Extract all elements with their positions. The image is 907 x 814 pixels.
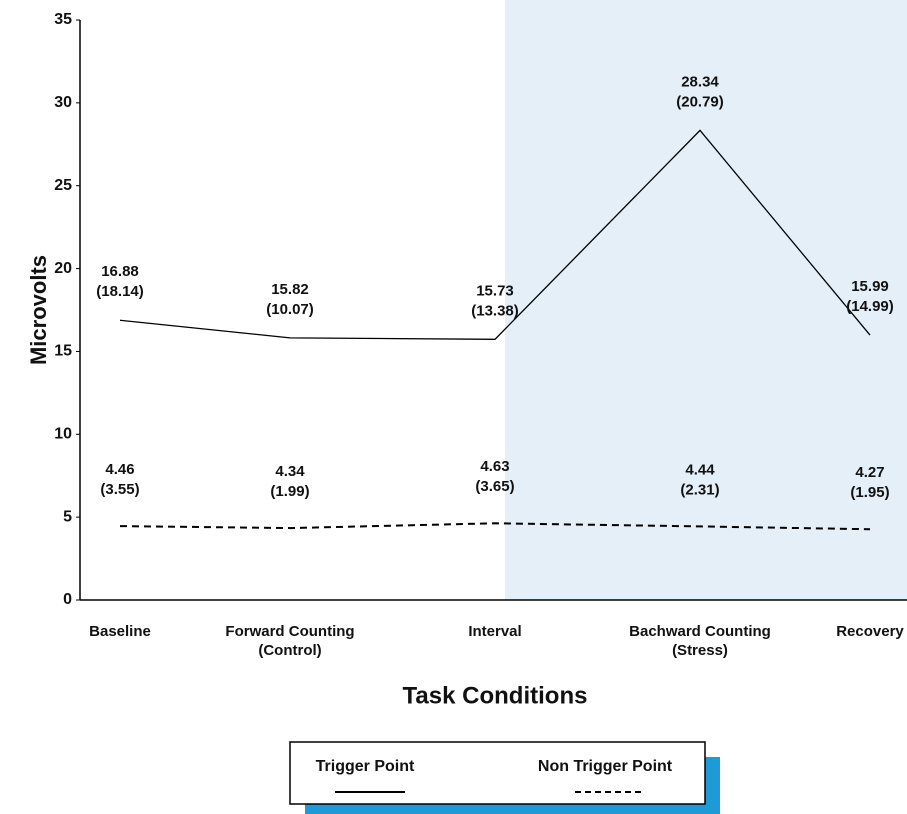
y-axis-label: Microvolts [26,255,51,365]
x-axis-label: Task Conditions [403,682,588,709]
y-tick-label: 5 [63,508,72,525]
sd-label: (3.65) [475,478,514,495]
legend-label: Non Trigger Point [538,758,673,775]
sd-label: (10.07) [266,301,314,318]
y-tick-label: 15 [54,343,72,360]
data-label: 16.88 [101,263,139,280]
y-tick-label: 0 [63,591,72,608]
y-tick-label: 35 [54,11,72,28]
y-tick-label: 20 [54,260,72,277]
x-tick-label: Interval [468,623,522,640]
x-tick-label: Baseline [89,623,151,640]
series-line [119,522,871,531]
background-panel [505,0,907,600]
data-label: 15.82 [271,281,309,298]
sd-label: (13.38) [471,302,519,319]
data-label: 4.27 [855,464,884,481]
data-label: 4.63 [480,458,509,475]
data-label: 28.34 [681,73,719,90]
y-tick-label: 30 [54,94,72,111]
sd-label: (1.95) [850,484,889,501]
x-tick-label: Forward Counting (Control) [225,623,355,659]
legend-label: Trigger Point [316,758,415,775]
y-tick-label: 25 [54,177,72,194]
data-label: 4.34 [275,463,305,480]
sd-label: (3.55) [100,481,139,498]
data-label: 4.46 [105,461,134,478]
sd-label: (20.79) [676,93,724,110]
data-label: 15.99 [851,278,889,295]
series-line [119,129,871,340]
data-label: 15.73 [476,282,514,299]
data-label: 4.44 [685,461,715,478]
sd-label: (2.31) [680,481,719,498]
y-tick-label: 10 [54,426,72,443]
legend [289,741,706,805]
x-tick-label: Recovery [836,623,904,640]
x-tick-label: Bachward Counting (Stress) [629,623,771,659]
sd-label: (1.99) [270,483,309,500]
sd-label: (14.99) [846,298,894,315]
sd-label: (18.14) [96,283,144,300]
